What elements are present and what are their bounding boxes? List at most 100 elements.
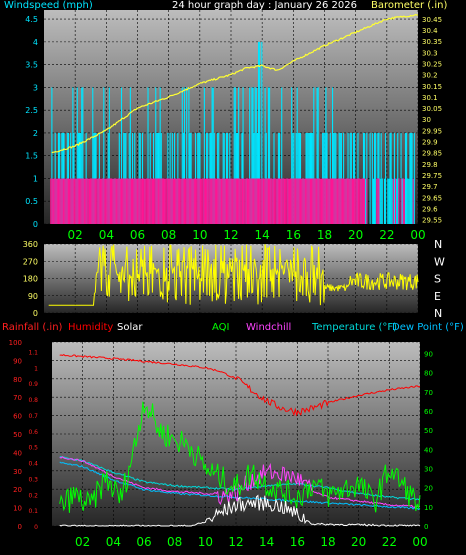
- windspeed-bar: [269, 87, 271, 224]
- windspeed-bar: [82, 87, 84, 224]
- temperature-tick-label: 90: [424, 351, 433, 359]
- gust-bar: [73, 178, 75, 224]
- gust-bar: [243, 178, 245, 224]
- wind-direction-line: [48, 244, 419, 306]
- gust-bar: [304, 178, 306, 224]
- gust-bar: [364, 178, 366, 224]
- temperature-tick-label: 70: [424, 389, 433, 397]
- aqi-line: [59, 401, 421, 513]
- gust-bar: [115, 178, 117, 224]
- gust-bar: [135, 178, 137, 224]
- humidity-tick-label: 30: [13, 468, 22, 476]
- gust-bar: [64, 178, 66, 224]
- windspeed-bar: [257, 41, 260, 224]
- windspeed-bar: [396, 178, 398, 224]
- gust-bar: [176, 178, 178, 224]
- gust-bar: [311, 178, 313, 224]
- gust-bar: [314, 178, 316, 224]
- windchill-label: Windchill: [246, 322, 291, 333]
- gust-bar: [272, 178, 274, 224]
- gust-bar: [206, 178, 208, 224]
- rainfall-tick-label: 0.2: [28, 492, 38, 499]
- humidity-tick-label: 20: [13, 486, 22, 494]
- barometer-tick-label: 30.1: [422, 94, 438, 102]
- gust-bar: [202, 178, 204, 224]
- rainfall-tick-label: 0.1: [28, 508, 38, 515]
- windspeed-bar: [317, 87, 319, 224]
- gust-bar: [339, 178, 341, 224]
- gust-bar: [178, 178, 180, 224]
- gust-bar: [179, 178, 181, 224]
- barometer-tick-label: 29.95: [422, 127, 442, 135]
- humidity-line: [59, 353, 421, 417]
- gust-bar: [261, 178, 263, 224]
- gust-bar: [264, 178, 266, 224]
- humidity-tick-label: 100: [9, 339, 22, 347]
- gust-bar: [341, 178, 344, 224]
- windspeed-bar: [129, 87, 131, 224]
- windspeed-bar: [92, 87, 94, 224]
- rainfall-tick-label: 0.5: [28, 445, 38, 452]
- gust-bar: [276, 178, 278, 224]
- windspeed-bar: [409, 132, 411, 224]
- gust-bar: [282, 178, 284, 224]
- gust-bar: [177, 178, 179, 224]
- gust-bar: [139, 178, 141, 224]
- gust-bar: [262, 178, 264, 224]
- gust-bar: [296, 178, 298, 224]
- windspeed-bar: [261, 41, 263, 224]
- gust-bar: [116, 178, 118, 224]
- windspeed-bar: [316, 87, 318, 224]
- rainfall-tick-label: 0.8: [28, 397, 38, 404]
- hour-tick-label: 12: [223, 228, 238, 242]
- gust-bar: [270, 178, 272, 224]
- windspeed-bar: [264, 87, 266, 224]
- humidity-tick-label: 70: [13, 394, 22, 402]
- gust-bar: [95, 178, 97, 224]
- barometer-tick-label: 30.25: [422, 61, 442, 69]
- gust-bar: [165, 178, 167, 224]
- gust-bar: [117, 178, 119, 224]
- gust-bar: [63, 178, 65, 224]
- gust-bar: [166, 178, 168, 224]
- gust-bar: [228, 178, 230, 224]
- humidity-tick-label: 10: [13, 505, 22, 513]
- gust-bar: [138, 178, 140, 224]
- windspeed-bar: [387, 178, 389, 224]
- gust-bar: [324, 178, 326, 224]
- gust-bar: [347, 178, 349, 224]
- windspeed-bar: [404, 132, 407, 224]
- barometer-tick-label: 29.55: [422, 217, 442, 225]
- gust-bar: [317, 178, 319, 224]
- gust-bar: [377, 178, 379, 224]
- windspeed-bar: [203, 87, 205, 224]
- gust-bar: [61, 178, 63, 224]
- gust-bar: [189, 178, 191, 224]
- windspeed-bar: [159, 87, 161, 224]
- rainfall-tick-label: 0.9: [28, 381, 38, 388]
- gust-bar: [198, 178, 200, 224]
- gust-bar: [160, 178, 162, 224]
- temperature-tick-label: 20: [424, 485, 433, 493]
- gust-bar: [186, 178, 188, 224]
- gust-bar: [295, 178, 297, 224]
- windspeed-axis-label: Windspeed (mph): [4, 0, 93, 11]
- gust-bar: [67, 178, 70, 224]
- windspeed-bar: [407, 178, 409, 224]
- gust-bar: [114, 178, 116, 224]
- gust-bar: [234, 178, 236, 224]
- gust-bar: [309, 178, 312, 224]
- gust-bar: [392, 178, 394, 224]
- gust-bar: [83, 178, 85, 224]
- hour-tick-label: 06: [130, 228, 145, 242]
- gust-bar: [220, 178, 222, 224]
- windspeed-bar: [183, 87, 186, 224]
- gust-bar: [93, 178, 95, 224]
- gust-bar: [200, 178, 202, 224]
- gust-bar: [188, 178, 190, 224]
- gust-bar: [191, 178, 193, 224]
- gust-bar: [210, 178, 212, 224]
- gust-bar: [133, 178, 135, 224]
- gust-bar: [348, 178, 350, 224]
- humidity-tick-label: 90: [13, 357, 22, 365]
